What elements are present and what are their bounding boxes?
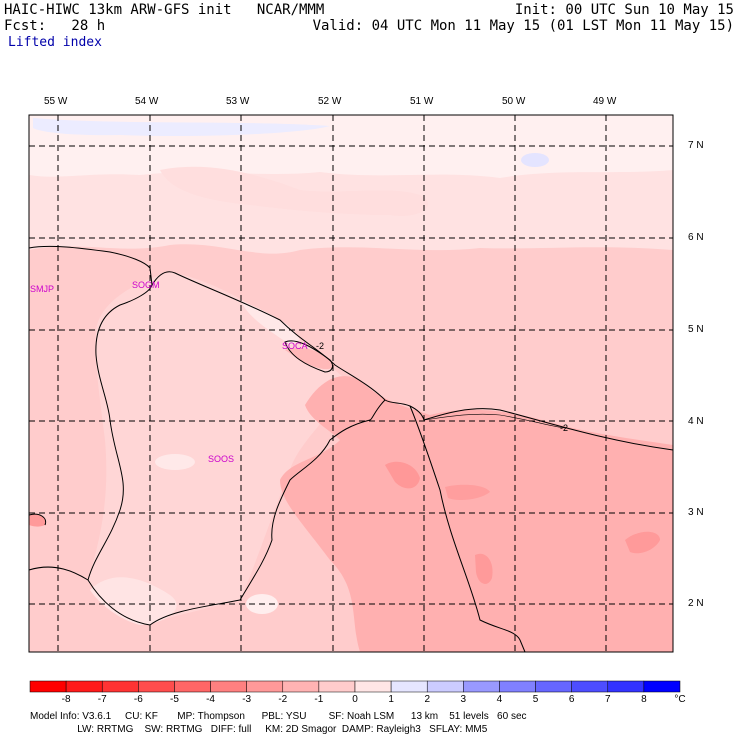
lon-label: 53 W [226,96,250,107]
lat-label: 7 N [688,140,704,151]
lon-label: 52 W [318,96,342,107]
colorbar-swatch [174,680,211,693]
colorbar-tick-label: 3 [460,694,467,705]
init-time: Init: 00 UTC Sun 10 May 15 [514,2,734,18]
lat-lon-grid [29,115,673,652]
colorbar-swatch [101,680,139,693]
colorbar-swatch [571,680,609,693]
colorbar-swatch [210,680,247,693]
colorbar [29,680,681,693]
model-info-line1: Model Info: V3.6.1 CU: KF MP: Thompson P… [30,711,527,722]
colorbar-swatch [643,680,681,693]
colorbar-tick-label: 2 [424,694,430,705]
lat-label: 5 N [688,324,704,335]
positive-patch [33,118,330,136]
colorbar-tick-label: -8 [61,694,71,705]
station-label: SOGM [132,280,160,290]
fill-minus-1 [90,577,177,625]
valid-time: Valid: 04 UTC Mon 11 May 15 (01 LST Mon … [312,18,734,34]
colorbar-tick-label: 7 [604,694,611,705]
station-label: SMJP [30,284,55,294]
land-interior [88,272,350,625]
colorbar-tick-label: -1 [314,694,324,705]
colorbar-tick-label: -5 [169,694,179,705]
colorbar-swatch [499,680,536,693]
colorbar-tick-label: 4 [496,694,503,705]
station-label: SOOS [208,454,235,464]
colorbar-tick-label: 1 [388,694,394,705]
lat-label: 6 N [688,232,704,243]
fill-minus-4 [625,531,660,554]
field-name: Lifted index [8,35,102,50]
colorbar-swatch [282,680,320,693]
colorbar-tick-label: -2 [278,694,288,705]
colorbar-swatch [426,680,464,693]
model-title: HAIC-HIWC 13km ARW-GFS init NCAR/MMM [4,2,325,18]
colorbar-swatch [29,680,67,693]
fill-minus-3 [285,347,335,370]
colorbar-tick-label: -4 [206,694,215,705]
colorbar-tick-label: 8 [641,694,647,705]
contour-label: -2 [316,341,325,351]
fill-minus-4 [475,553,493,584]
fill-minus-1 [160,166,429,216]
colorbar-swatch [607,680,645,693]
lon-label: 54 W [135,96,159,107]
colorbar-tick-label: -3 [242,694,252,705]
colorbar-swatch [65,680,103,693]
lon-label: 55 W [44,96,68,107]
colorbar-tick-label: 5 [532,694,539,705]
fill-minus-4 [29,514,46,527]
colorbar-tick-label: 0 [352,694,358,705]
lon-label: 51 W [410,96,434,107]
colorbar-tick-label: -7 [97,694,107,705]
lon-label: 50 W [502,96,526,107]
colorbar-unit: °C [674,694,686,705]
lat-label: 4 N [688,416,704,427]
forecast-hour: Fcst: 28 h [4,18,106,34]
contour-line [423,413,566,429]
contour-label: -2 [560,423,569,433]
colorbar-tick-label: -6 [133,694,143,705]
colorbar-swatch [463,680,500,693]
fill-minus-4 [445,484,490,500]
colorbar-swatch [390,680,428,693]
colorbar-tick-label: 6 [568,694,575,705]
colorbar-swatch [318,680,356,693]
map-frame [28,114,674,653]
model-info-line2: LW: RRTMG SW: RRTMG DIFF: full KM: 2D Sm… [30,724,488,735]
coastline [28,245,674,653]
lat-label: 2 N [688,598,704,609]
fill-minus-1 [155,454,195,470]
fill-minus-4 [385,461,420,489]
lon-label: 49 W [593,96,617,107]
lat-label: 3 N [688,507,704,518]
colorbar-swatch [246,680,284,693]
fill-minus-3 [280,376,673,652]
colorbar-swatch [138,680,175,693]
positive-patch [521,153,549,167]
fill-minus-1 [240,300,300,345]
colorbar-swatch [535,680,572,693]
colorbar-swatch [354,680,392,693]
station-label: SOCA [282,341,308,351]
